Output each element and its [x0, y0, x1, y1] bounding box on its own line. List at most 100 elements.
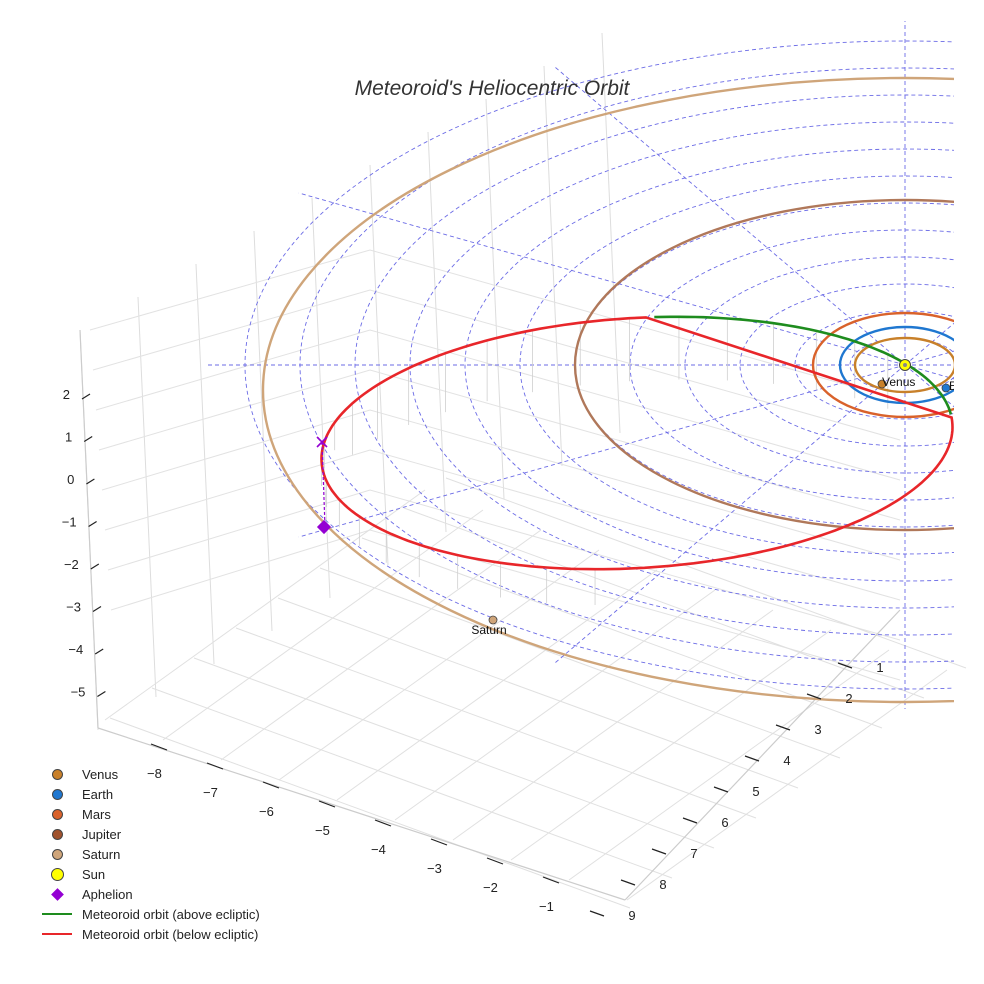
grid-line-floor [626, 669, 948, 901]
markers: Venus Earth Saturn [316, 359, 978, 637]
grid-line-floor [235, 627, 757, 819]
x-tick-label: −1 [539, 899, 554, 914]
grid-line-floor [336, 569, 658, 801]
x-tick [430, 838, 448, 846]
z-tick-label: 2 [63, 387, 70, 402]
legend-item: Earth [40, 784, 260, 804]
x-tick-label: −4 [371, 842, 386, 857]
legend-symbol [40, 904, 74, 924]
y-tick-label: 9 [628, 908, 635, 923]
z-tick [88, 520, 97, 528]
meteoroid-orbit-below [320, 316, 954, 571]
z-tick [81, 393, 91, 400]
legend-diamond-swatch [50, 887, 64, 901]
z-tick-label: −1 [62, 515, 77, 530]
y-tick [744, 755, 760, 762]
legend: Venus Earth Mars Jupiter Saturn Sun Aphelion Me… [40, 764, 260, 944]
legend-label: Mars [82, 806, 111, 822]
z-tick-label: −3 [66, 600, 81, 615]
z-tick [97, 690, 106, 698]
grid-line-floor [193, 657, 715, 849]
grid-line-floor [220, 529, 542, 761]
x-tick-label: −8 [147, 766, 162, 781]
polar-grid-spoke [298, 192, 906, 366]
sun-core [903, 363, 907, 367]
x-tick [262, 781, 280, 789]
legend-symbol [40, 884, 74, 904]
polar-grid-ring [464, 148, 954, 582]
legend-dot-swatch [51, 848, 63, 860]
ecliptic-polar-grid [205, 21, 954, 709]
legend-symbol [40, 804, 74, 824]
grid-line-floor [319, 567, 841, 759]
grid-line-layer [89, 249, 901, 401]
polar-grid-spoke [554, 364, 906, 664]
grid-line-wall [137, 296, 157, 698]
legend-item: Meteoroid orbit (below ecliptic) [40, 924, 260, 944]
grid-line-floor [109, 717, 631, 909]
y-tick [620, 879, 636, 886]
y-tick [775, 724, 791, 731]
grid-line-layer [92, 289, 901, 441]
saturn-label: Saturn [471, 623, 506, 637]
aphelion-projection-marker [316, 436, 328, 448]
legend-item: Sun [40, 864, 260, 884]
y-tick-label: 5 [752, 784, 759, 799]
x-tick-label: −2 [483, 880, 498, 895]
polar-grid-spoke [904, 322, 954, 366]
y-tick [806, 693, 822, 700]
grid-line-layer [101, 409, 901, 561]
y-tick [589, 910, 605, 917]
z-axis-line [79, 329, 99, 729]
z-tick-label: 0 [67, 472, 74, 487]
grid-line-floor [277, 597, 799, 789]
axis-ticks: −8 −7 −6 −5 −4 −3 −2 −1 1 2 3 4 5 6 7 8 9 2 1 0 −1 −2 −3 −4 −5 [62, 387, 884, 923]
grid-line-wall [195, 263, 215, 665]
legend-dot-swatch [51, 828, 63, 840]
z-tick [83, 435, 93, 443]
legend-symbol [40, 924, 74, 944]
orbit-jupiter [573, 198, 954, 532]
saturn-marker [488, 615, 498, 625]
y-tick-label: 6 [721, 815, 728, 830]
legend-item: Jupiter [40, 824, 260, 844]
grid-line-floor [104, 489, 426, 721]
z-tick-label: −2 [64, 557, 79, 572]
grid-line-layer [110, 529, 901, 681]
legend-dot-swatch [50, 867, 64, 881]
grid-line-layer [95, 329, 901, 481]
aphelion-drop-line [321, 441, 326, 528]
earth-marker [941, 383, 951, 393]
z-tick [90, 563, 100, 570]
legend-symbol [40, 844, 74, 864]
legend-dot-swatch [51, 808, 63, 820]
legend-label: Earth [82, 786, 114, 802]
z-tick [94, 648, 104, 655]
earth-label: Earth [949, 379, 978, 393]
grid-line-floor [151, 687, 673, 879]
y-tick-label: 4 [783, 753, 790, 768]
legend-symbol [40, 784, 74, 804]
polar-grid-ring [409, 121, 954, 609]
y-tick [651, 848, 667, 855]
x-tick [206, 762, 224, 770]
y-tick-label: 1 [876, 660, 883, 675]
grid-line-wall [601, 32, 621, 434]
x-tick-label: −7 [203, 785, 218, 800]
meteoroid-orbit-above [654, 315, 953, 415]
y-tick [713, 786, 729, 793]
venus-marker [877, 379, 887, 389]
z-tick-label: −4 [68, 642, 83, 657]
grid-line-floor [568, 649, 890, 881]
grid-line-wall [427, 131, 447, 533]
legend-dot-swatch [51, 768, 63, 780]
venus-label: Venus [882, 375, 915, 389]
y-tick [682, 817, 698, 824]
grid-line-floor [394, 589, 716, 821]
grid-line-floor [361, 537, 883, 729]
x-mark-stroke [316, 436, 328, 448]
y-axis-line [624, 609, 901, 901]
planet-orbits [261, 76, 954, 704]
grid-line-layer [104, 449, 901, 601]
